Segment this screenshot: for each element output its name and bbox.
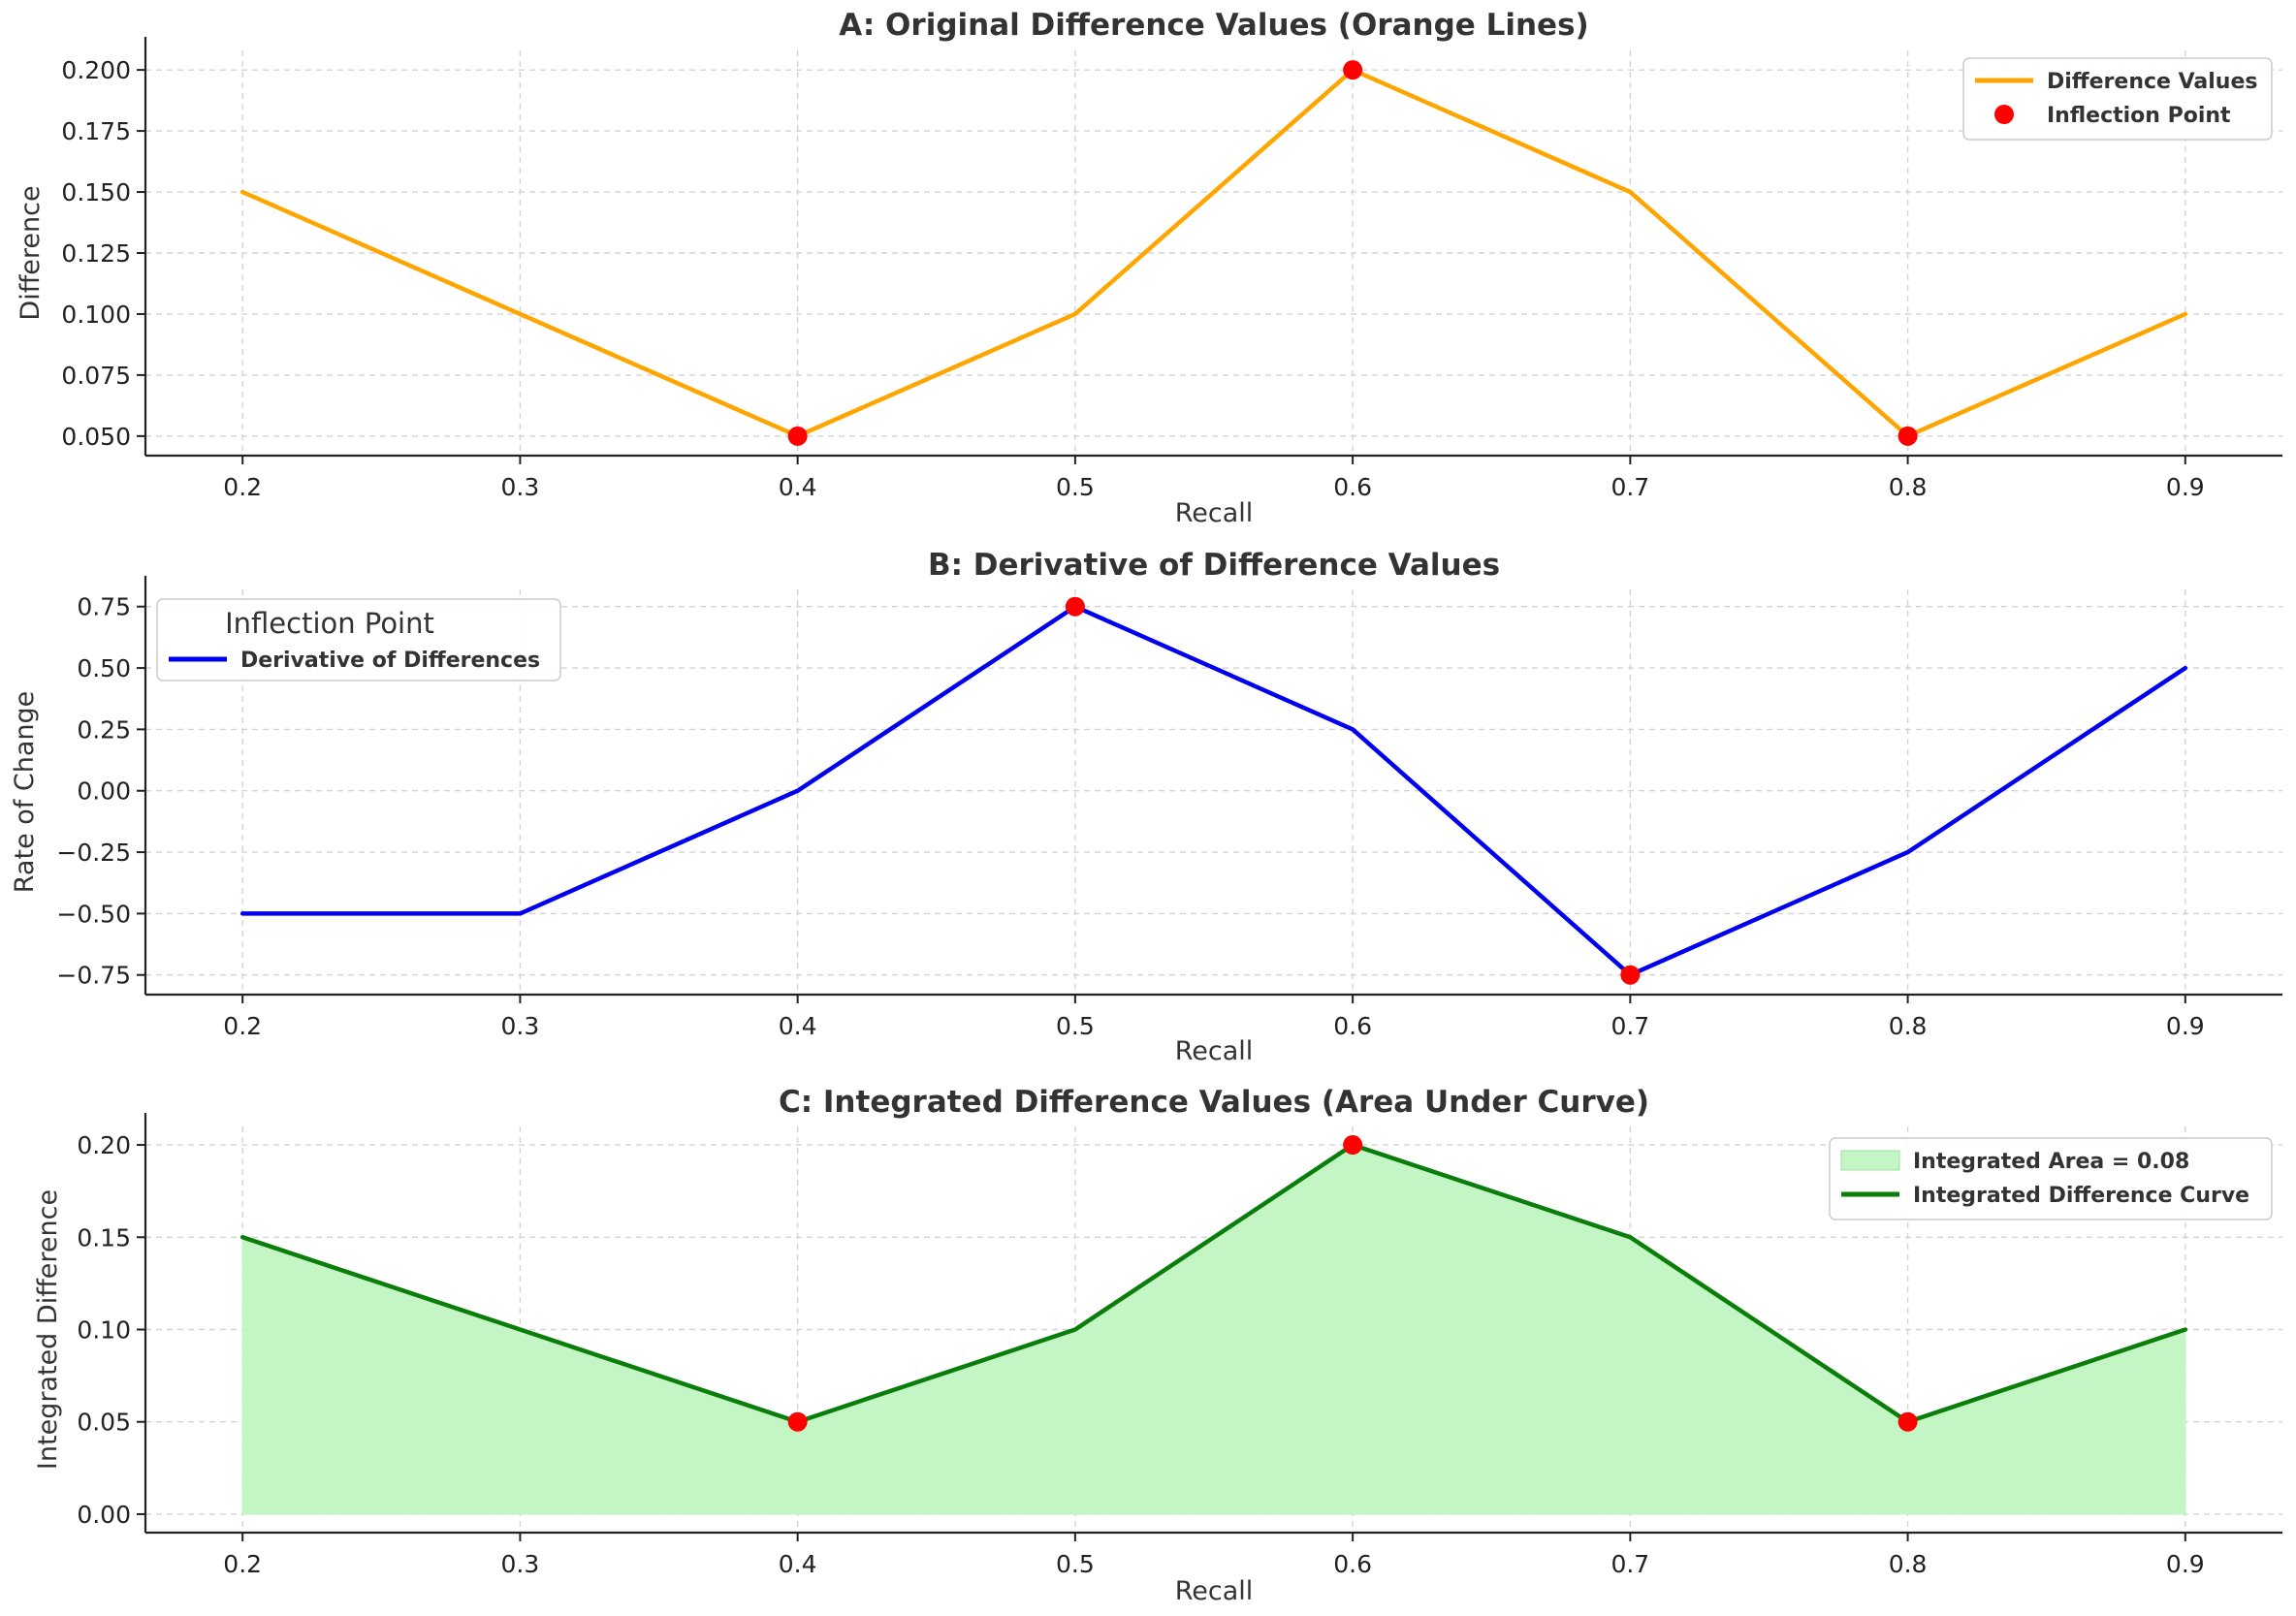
y-tick-label: 0.200 xyxy=(61,56,131,84)
x-tick-label: 0.3 xyxy=(501,1012,540,1040)
x-tick-label: 0.2 xyxy=(223,1012,262,1040)
legend-patch-swatch xyxy=(1840,1150,1900,1171)
inflection-point-marker xyxy=(1897,1411,1918,1432)
inflection-point-marker xyxy=(1343,1135,1363,1156)
legend-title: Inflection Point xyxy=(225,607,434,640)
x-tick-label: 0.6 xyxy=(1333,1550,1372,1578)
y-tick-label: 0.50 xyxy=(77,654,131,682)
y-tick-label: 0.175 xyxy=(61,117,131,145)
x-tick-label: 0.4 xyxy=(779,1550,817,1578)
x-tick-label: 0.3 xyxy=(501,1550,540,1578)
x-tick-label: 0.9 xyxy=(2166,1012,2205,1040)
x-tick-label: 0.7 xyxy=(1610,1012,1649,1040)
x-tick-label: 0.9 xyxy=(2166,473,2205,501)
x-tick-label: 0.9 xyxy=(2166,1550,2205,1578)
inflection-point-marker xyxy=(1343,60,1363,80)
legend-label: Inflection Point xyxy=(2047,104,2231,128)
panel-a: 0.2 0.3 0.4 0.5 0.6 0.7 0.8 0.9 0.050 0.075 0.100 0… xyxy=(16,8,2282,528)
x-tick-label: 0.5 xyxy=(1056,1550,1095,1578)
series-line-difference-values xyxy=(239,67,2188,439)
x-tick-label: 0.8 xyxy=(1889,1550,1928,1578)
y-axis-label: Rate of Change xyxy=(10,691,40,893)
legend: Integrated Area = 0.08 Integrated Differe… xyxy=(1829,1137,2273,1220)
x-axis-label: Recall xyxy=(1175,498,1254,528)
y-tick-label: 0.075 xyxy=(61,362,131,390)
series-line-integrated-difference-curve xyxy=(239,1142,2188,1424)
y-axis-label: Integrated Difference xyxy=(33,1189,63,1470)
legend-label: Integrated Difference Curve xyxy=(1913,1184,2249,1208)
x-tick-label: 0.4 xyxy=(779,473,817,501)
y-tick-label: 0.00 xyxy=(77,1501,131,1529)
x-tick-label: 0.4 xyxy=(779,1012,817,1040)
y-tick-label: 0.150 xyxy=(61,178,131,206)
legend-marker-swatch xyxy=(1994,105,2014,124)
y-tick-label: 0.100 xyxy=(61,301,131,329)
x-tick-label: 0.6 xyxy=(1333,1012,1372,1040)
x-axis-label: Recall xyxy=(1175,1576,1254,1606)
y-tick-label: 0.05 xyxy=(77,1409,131,1437)
x-tick-label: 0.2 xyxy=(223,473,262,501)
chart-title: A: Original Difference Values (Orange Li… xyxy=(839,8,1588,43)
x-tick-label: 0.8 xyxy=(1889,1012,1928,1040)
series-line-derivative-of-differences xyxy=(239,604,2188,977)
inflection-point-marker xyxy=(787,1411,808,1432)
legend-label: Derivative of Differences xyxy=(240,649,540,673)
y-tick-label: −0.75 xyxy=(56,962,131,990)
y-tick-label: −0.25 xyxy=(56,839,131,867)
panel-b: 0.2 0.3 0.4 0.5 0.6 0.7 0.8 0.9 −0.75 −0.50 −0.25 0… xyxy=(10,548,2282,1066)
legend-box xyxy=(156,598,561,681)
x-tick-label: 0.6 xyxy=(1333,473,1372,501)
inflection-point-marker xyxy=(1897,426,1918,446)
chart-title: B: Derivative of Difference Values xyxy=(928,548,1500,583)
inflection-point-marker xyxy=(1620,965,1641,985)
legend: Difference Values Inflection Point xyxy=(1962,57,2273,141)
legend-box xyxy=(1829,1137,2273,1220)
y-tick-label: 0.25 xyxy=(77,715,131,744)
x-tick-label: 0.2 xyxy=(223,1550,262,1578)
y-tick-label: −0.50 xyxy=(56,900,131,928)
legend-label: Difference Values xyxy=(2047,70,2258,94)
y-tick-label: 0.10 xyxy=(77,1316,131,1345)
x-tick-label: 0.3 xyxy=(501,473,540,501)
x-tick-label: 0.7 xyxy=(1610,473,1649,501)
chart-title: C: Integrated Difference Values (Area Un… xyxy=(779,1085,1649,1120)
x-axis-label: Recall xyxy=(1175,1036,1254,1066)
y-tick-label: 0.15 xyxy=(77,1223,131,1252)
panel-c: 0.2 0.3 0.4 0.5 0.6 0.7 0.8 0.9 0.00 0.05 0.10 0.15… xyxy=(33,1085,2282,1606)
y-tick-label: 0.00 xyxy=(77,777,131,806)
y-tick-label: 0.75 xyxy=(77,593,131,621)
x-tick-label: 0.8 xyxy=(1889,473,1928,501)
legend-label: Integrated Area = 0.08 xyxy=(1913,1150,2189,1174)
inflection-point-marker xyxy=(787,426,808,446)
x-tick-label: 0.7 xyxy=(1610,1550,1649,1578)
inflection-point-marker xyxy=(1065,596,1085,617)
legend: Inflection Point Derivative of Difference… xyxy=(156,598,561,681)
y-tick-label: 0.050 xyxy=(61,423,131,451)
legend-box xyxy=(1962,57,2273,141)
y-axis-label: Difference xyxy=(16,185,46,320)
x-tick-label: 0.5 xyxy=(1056,1012,1095,1040)
x-tick-label: 0.5 xyxy=(1056,473,1095,501)
y-tick-label: 0.125 xyxy=(61,239,131,268)
y-tick-label: 0.20 xyxy=(77,1131,131,1159)
